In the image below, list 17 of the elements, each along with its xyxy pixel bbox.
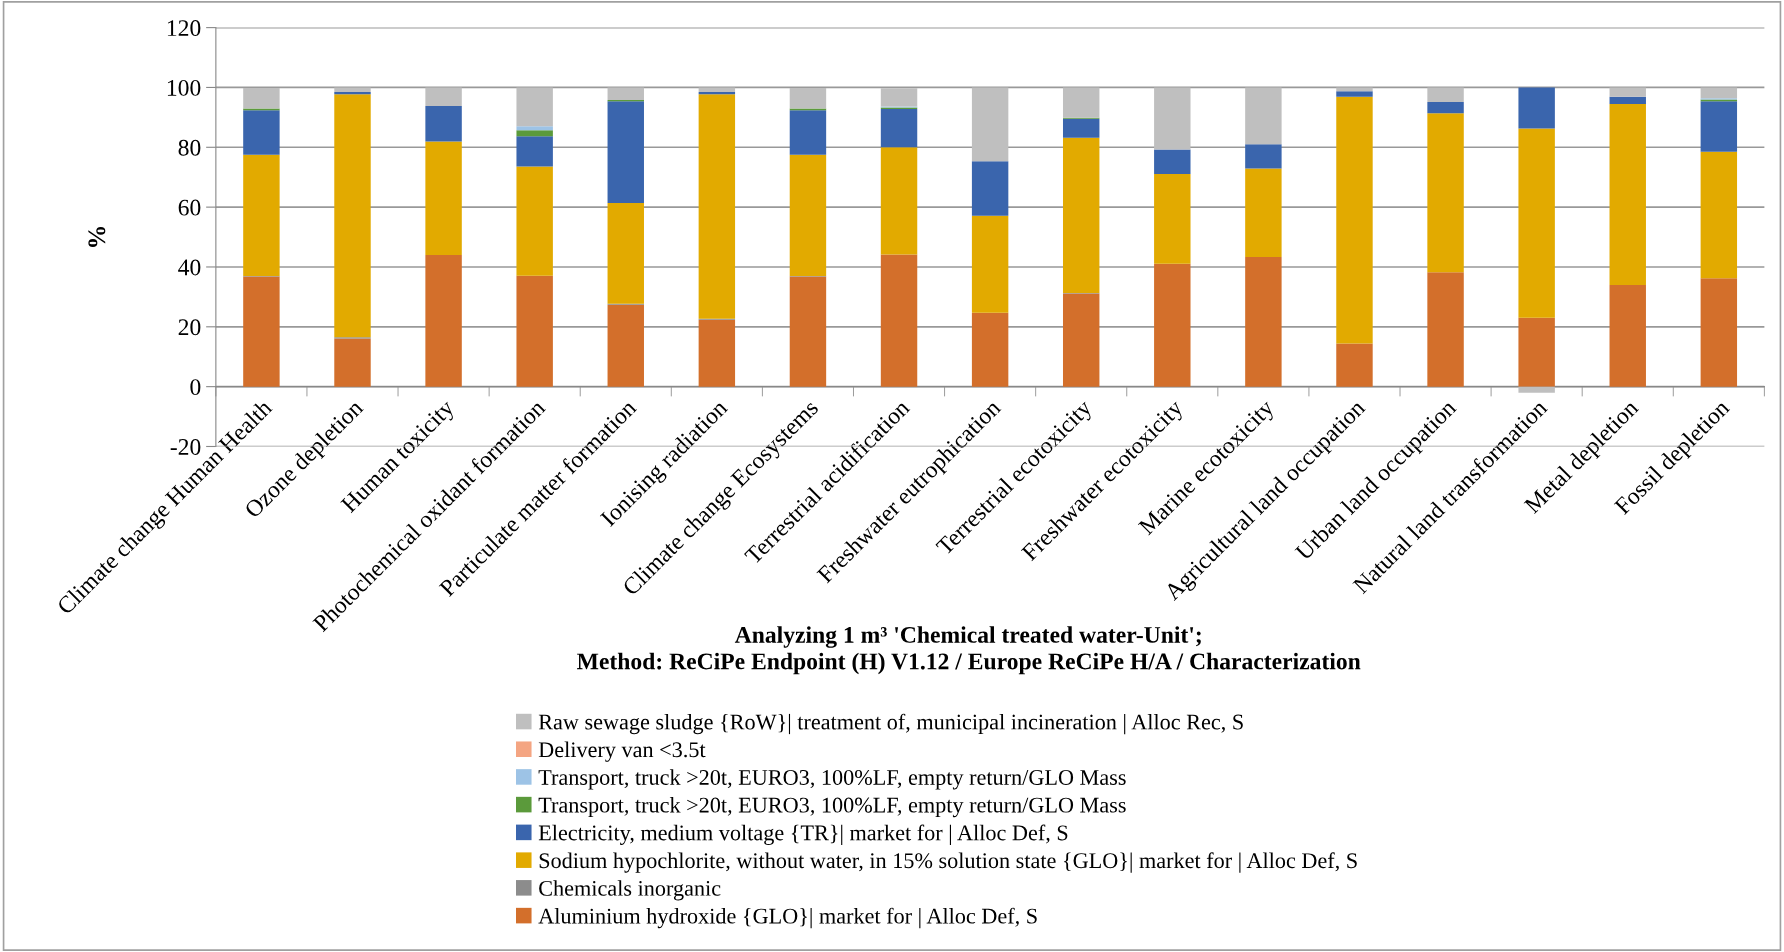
y-axis-title: %	[88, 226, 106, 247]
y-tick-label: 60	[178, 199, 201, 216]
y-tick-label: 100	[167, 79, 201, 96]
y-tick-label: 120	[167, 20, 201, 37]
legend-label: Transport, truck >20t, EURO3, 100%LF, empty return/GLO Mass	[538, 796, 1126, 818]
legend-label: Transport, truck >20t, EURO3, 100%LF, empty return/GLO Mass	[538, 769, 1126, 790]
legend-label: Electricity, medium voltage {TR}| market for | Alloc Def, S	[538, 824, 1068, 845]
text: Analyzing 1 m³ 'Chemical treated water-Unit'; Method: ReCiPe Endpoint (H) V1.12 / Europe ReCiPe H/A / Characterization	[577, 626, 1361, 675]
y-tick-label: 0	[190, 379, 201, 396]
y-tick-label: 80	[178, 139, 201, 156]
y-tick-label: 20	[178, 319, 201, 336]
legend-label: Delivery van <3.5t	[538, 741, 706, 762]
legend-label: Raw sewage sludge {RoW}| treatment of, municipal incineration | Alloc Rec, S	[538, 713, 1243, 735]
legend-label: Sodium hypochlorite, without water, in 15% solution state {GLO}| market for | Alloc Def, S	[539, 852, 1357, 873]
y-tick-label: 40	[178, 259, 201, 276]
legend-label: Chemicals inorganic	[539, 880, 721, 901]
legend-label: Aluminium hydroxide {GLO}| market for | Alloc Def, S	[538, 907, 1037, 929]
